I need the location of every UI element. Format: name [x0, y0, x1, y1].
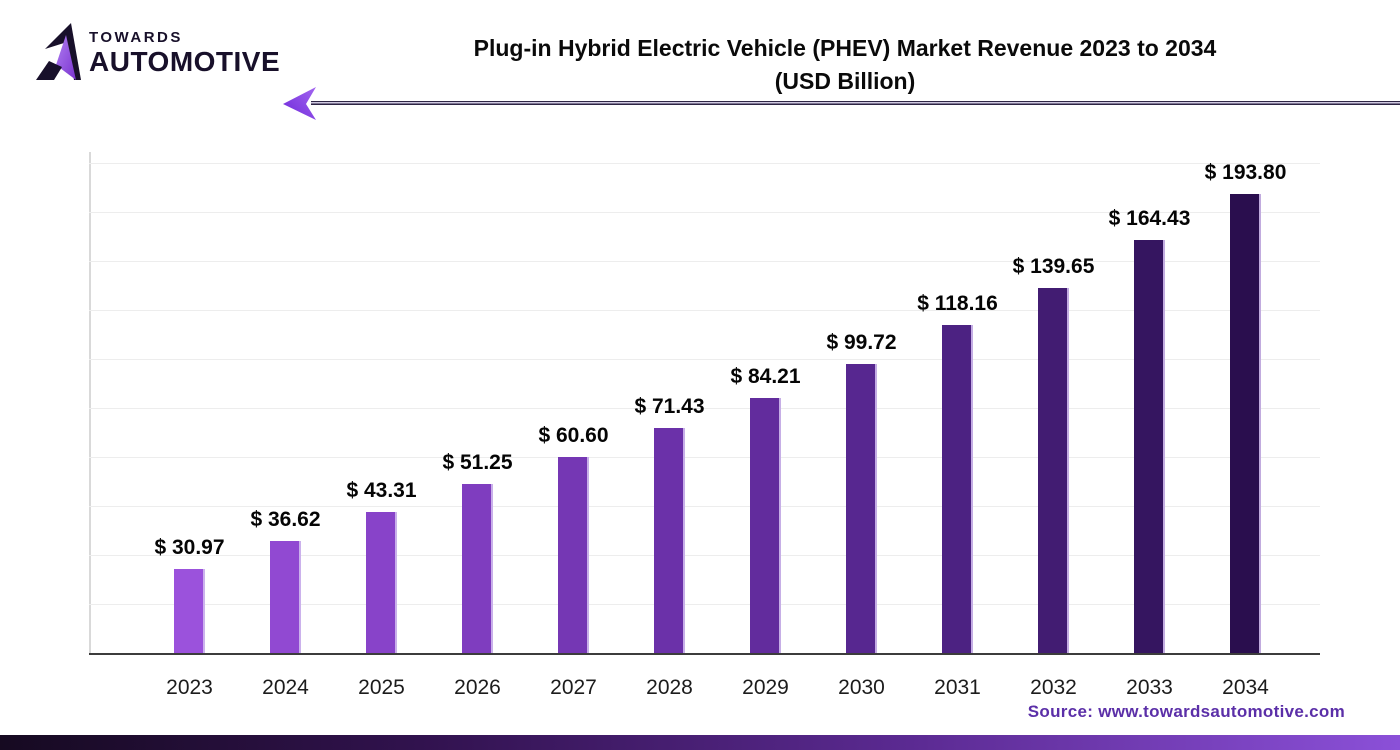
brand-name: TOWARDS AUTOMOTIVE: [89, 22, 280, 76]
x-tick-2025: 2025: [358, 676, 405, 699]
gridline: [89, 359, 1320, 360]
x-tick-2024: 2024: [262, 676, 309, 699]
brand-name-towards: TOWARDS: [89, 29, 183, 46]
bar-2024: [270, 541, 301, 654]
bar-2029: [750, 398, 781, 654]
bar-2026: [462, 484, 493, 654]
bar-2023: [174, 569, 205, 654]
bar-2032: [1038, 288, 1069, 654]
gridline: [89, 310, 1320, 311]
value-label-2024: $ 36.62: [250, 508, 321, 531]
x-tick-2031: 2031: [934, 676, 981, 699]
value-label-2023: $ 30.97: [154, 536, 225, 559]
gridline: [89, 506, 1320, 507]
brand-name-automotive: AUTOMOTIVE: [89, 46, 281, 77]
page-title-line2: (USD Billion): [774, 68, 916, 94]
gridline: [89, 408, 1320, 409]
value-label-2025: $ 43.31: [346, 479, 417, 502]
value-label-2032: $ 139.65: [1012, 255, 1095, 278]
value-label-2034: $ 193.80: [1204, 161, 1287, 184]
arrow-left-icon: [283, 87, 316, 120]
x-tick-2029: 2029: [742, 676, 789, 699]
value-label-2026: $ 51.25: [442, 451, 513, 474]
value-label-2030: $ 99.72: [826, 331, 897, 354]
brand-mark-icon: [36, 23, 81, 80]
bar-2034: [1230, 194, 1261, 654]
bottom-gradient-bar: [0, 735, 1400, 750]
x-tick-2023: 2023: [166, 676, 213, 699]
bar-2033: [1134, 240, 1165, 654]
y-axis-line: [89, 152, 91, 654]
x-tick-2032: 2032: [1030, 676, 1077, 699]
value-label-2027: $ 60.60: [538, 424, 609, 447]
towards-automotive-logo: TOWARDS AUTOMOTIVE: [35, 22, 280, 84]
bar-2027: [558, 457, 589, 654]
gridline: [89, 604, 1320, 605]
gridline: [89, 261, 1320, 262]
gridline: [89, 212, 1320, 213]
gridline: [89, 555, 1320, 556]
value-label-2031: $ 118.16: [917, 292, 998, 315]
x-tick-2033: 2033: [1126, 676, 1173, 699]
x-tick-2026: 2026: [454, 676, 501, 699]
plot-area: $ 30.97 2023 $ 36.62 2024 $ 43.31 2025 $ 51.25…: [89, 152, 1320, 699]
x-tick-2028: 2028: [646, 676, 693, 699]
header-divider-line: [311, 101, 1400, 105]
value-label-2029: $ 84.21: [730, 365, 801, 388]
bar-2025: [366, 512, 397, 654]
x-tick-2030: 2030: [838, 676, 885, 699]
bar-2028: [654, 428, 685, 654]
value-label-2033: $ 164.43: [1108, 207, 1191, 230]
source-link[interactable]: Source: www.towardsautomotive.com: [1027, 702, 1345, 721]
gridline: [89, 163, 1320, 164]
value-label-2028: $ 71.43: [634, 395, 705, 418]
page-title-line1: Plug-in Hybrid Electric Vehicle (PHEV) M…: [473, 35, 1217, 61]
x-axis-line: [89, 653, 1320, 655]
bar-2031: [942, 325, 973, 654]
bar-2030: [846, 364, 877, 654]
page-title: Plug-in Hybrid Electric Vehicle (PHEV) M…: [345, 32, 1345, 98]
x-tick-2034: 2034: [1222, 676, 1269, 699]
gridline: [89, 457, 1320, 458]
x-tick-2027: 2027: [550, 676, 597, 699]
